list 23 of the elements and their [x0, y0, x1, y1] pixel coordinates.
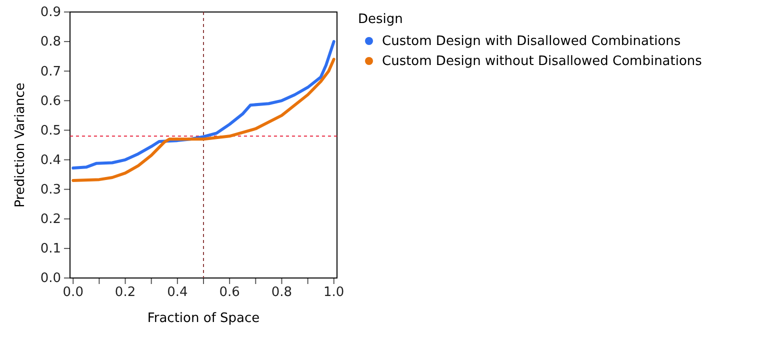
x-axis-title: Fraction of Space — [147, 311, 260, 326]
legend-label: Custom Design with Disallowed Combinations — [382, 34, 681, 49]
x-tick-label: 0.2 — [114, 285, 136, 300]
y-tick-label: 0.6 — [40, 94, 61, 109]
y-axis-title: Prediction Variance — [13, 82, 28, 208]
y-tick-label: 0.8 — [40, 34, 61, 50]
x-tick-label: 0.8 — [271, 285, 292, 300]
y-tick-label: 0.1 — [40, 242, 61, 257]
x-tick-label: 0.6 — [219, 285, 240, 300]
y-tick-label: 0.9 — [40, 5, 61, 20]
line-series — [72, 40, 336, 170]
y-tick-label: 0.3 — [40, 182, 61, 198]
x-tick-label: 1.0 — [324, 285, 344, 300]
y-tick-label: 0.2 — [40, 212, 61, 228]
y-tick-label: 0.0 — [40, 271, 61, 286]
x-tick-label: 0.0 — [62, 285, 84, 300]
legend-label: Custom Design without Disallowed Combinations — [382, 54, 702, 69]
x-tick-label: 0.4 — [167, 285, 188, 300]
y-tick-label: 0.7 — [40, 64, 61, 80]
line-series — [72, 58, 336, 182]
y-tick-label: 0.4 — [40, 152, 61, 168]
y-tick-label: 0.5 — [40, 123, 61, 138]
legend-title: Design — [358, 12, 403, 27]
